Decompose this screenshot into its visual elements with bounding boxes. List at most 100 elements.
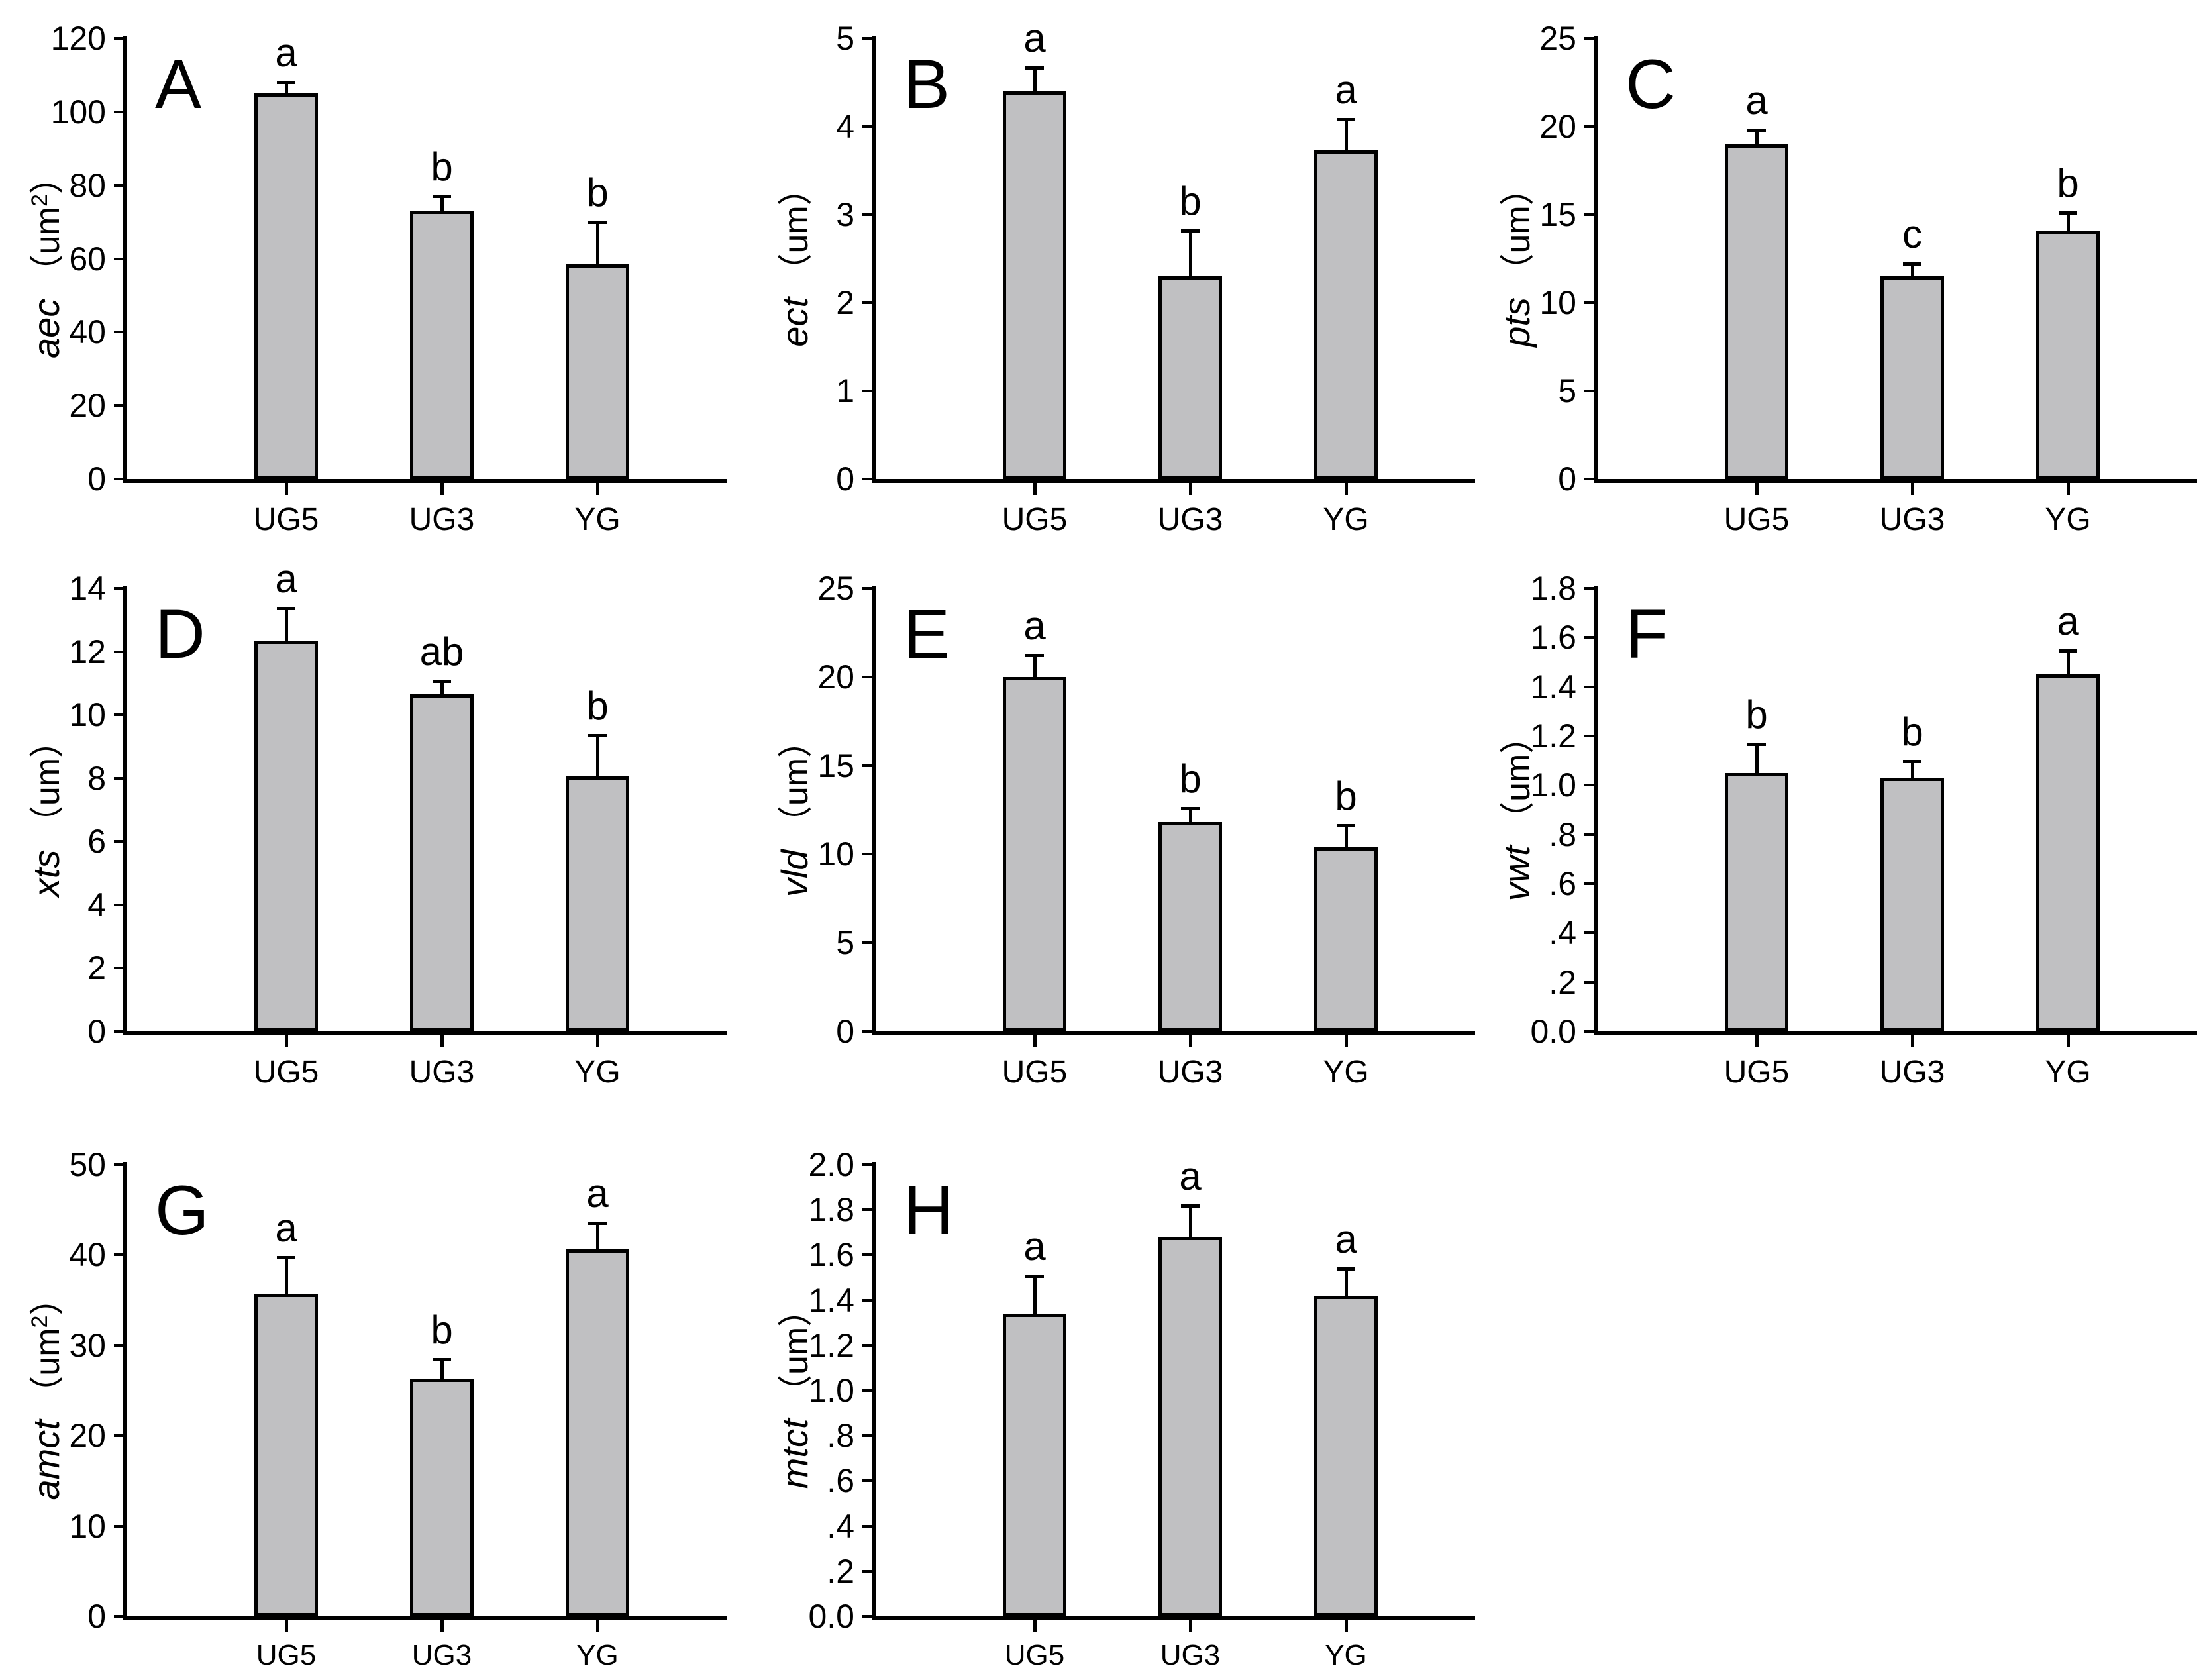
y-tick-label: 1.6: [1530, 619, 1576, 656]
y-tick: [862, 390, 872, 392]
error-bar: [1033, 69, 1037, 91]
error-bar: [595, 223, 599, 264]
sig-letter: b: [586, 170, 609, 215]
panel-letter: A: [155, 46, 203, 123]
y-axis-line: [123, 586, 127, 1035]
x-tick-label: UG3: [1157, 1055, 1223, 1090]
y-tick-label: 6: [87, 823, 106, 861]
x-tick-label: YG: [574, 1055, 621, 1090]
y-axis-unit: （um）: [777, 1292, 815, 1419]
y-tick-label: 40: [69, 313, 106, 351]
bar-UG3: [1880, 276, 1944, 479]
panel-letter: G: [155, 1172, 211, 1249]
y-tick: [1584, 478, 1594, 480]
y-tick-label: 0: [87, 460, 106, 498]
bar-UG5: [1003, 91, 1066, 479]
y-axis-label: amct （um2）: [25, 1126, 68, 1655]
y-axis-line: [872, 36, 876, 483]
x-tick-label: YG: [1323, 1055, 1369, 1090]
sig-letter: b: [1745, 692, 1768, 737]
error-bar-cap: [1337, 118, 1355, 122]
y-axis-variable: ect: [774, 297, 815, 347]
sig-letter: b: [431, 144, 453, 189]
error-bar: [440, 1361, 444, 1379]
y-axis-unit: （um）: [1499, 719, 1537, 845]
x-tick-label: UG3: [1879, 502, 1945, 537]
y-tick: [1584, 931, 1594, 935]
bar-YG: [1314, 150, 1378, 479]
error-bar-cap: [1181, 1204, 1200, 1208]
x-tick: [1033, 1035, 1037, 1047]
sig-letter: a: [275, 30, 297, 76]
y-tick: [114, 1524, 123, 1528]
y-tick: [114, 587, 123, 590]
y-axis-label: vwt （um）: [1496, 545, 1538, 1075]
bar-UG3: [410, 694, 474, 1031]
y-tick-label: 4: [87, 886, 106, 923]
y-tick-label: 20: [817, 658, 854, 696]
y-tick: [862, 1343, 872, 1347]
y-tick: [1584, 735, 1594, 737]
y-tick: [114, 331, 123, 334]
y-axis-label: pts （um）: [1496, 0, 1538, 524]
y-tick-label: 60: [69, 240, 106, 278]
y-tick-label: 3: [836, 196, 854, 233]
x-tick-label: YG: [574, 502, 621, 537]
error-bar: [440, 198, 444, 211]
error-bar-cap: [433, 680, 451, 684]
y-axis-unit: （um2）: [27, 1281, 67, 1420]
y-axis-label: aec （um2）: [25, 0, 68, 524]
y-tick: [1584, 390, 1594, 392]
x-tick-label: YG: [2045, 502, 2091, 537]
y-tick: [114, 257, 123, 260]
panel-letter: D: [155, 596, 207, 673]
y-tick-label: 20: [69, 387, 106, 425]
y-tick-label: 20: [69, 1417, 106, 1455]
x-tick: [440, 1620, 444, 1632]
y-tick-label: 100: [50, 93, 106, 131]
error-bar-cap: [1903, 262, 1921, 266]
y-tick-label: 1.2: [808, 1326, 854, 1364]
y-axis-variable: xts: [25, 849, 67, 897]
y-tick: [1584, 301, 1594, 304]
y-tick: [1584, 784, 1594, 787]
error-bar: [440, 683, 444, 695]
x-tick: [1033, 1620, 1037, 1632]
x-axis-line: [1594, 479, 2197, 483]
error-bar-cap: [2059, 211, 2077, 215]
y-tick: [862, 301, 872, 304]
y-tick-label: 10: [817, 835, 854, 873]
y-tick: [114, 1434, 123, 1438]
x-tick: [1910, 1035, 1914, 1047]
y-tick-label: 1: [836, 372, 854, 409]
y-tick-label: 0: [1558, 460, 1576, 498]
y-axis-line: [123, 36, 127, 483]
y-tick-label: 1.4: [808, 1281, 854, 1319]
x-tick-label: YG: [1323, 502, 1369, 537]
y-axis-unit: （um）: [1499, 170, 1537, 297]
error-bar-cap: [433, 195, 451, 199]
bar-YG: [1314, 1295, 1378, 1616]
y-tick: [114, 840, 123, 843]
y-tick: [862, 213, 872, 216]
bar-UG3: [1880, 778, 1944, 1031]
sig-letter: a: [2057, 598, 2079, 643]
x-tick: [1755, 1035, 1759, 1047]
y-tick-label: .2: [827, 1552, 854, 1590]
bar-UG3: [1158, 276, 1222, 479]
sig-letter: a: [1745, 78, 1768, 123]
x-tick-label: UG5: [1001, 502, 1068, 537]
sig-letter: a: [275, 1206, 297, 1251]
y-tick-label: 2: [836, 284, 854, 321]
y-axis-label: xts （um）: [25, 545, 68, 1075]
error-bar-cap: [1025, 1274, 1044, 1278]
sig-letter: b: [1179, 178, 1202, 223]
sig-letter: a: [1023, 604, 1046, 649]
y-tick-label: 0.0: [808, 1598, 854, 1635]
y-tick: [1584, 213, 1594, 216]
error-bar-cap: [588, 220, 607, 224]
bar-UG5: [254, 93, 318, 479]
y-axis-line: [872, 1162, 876, 1620]
